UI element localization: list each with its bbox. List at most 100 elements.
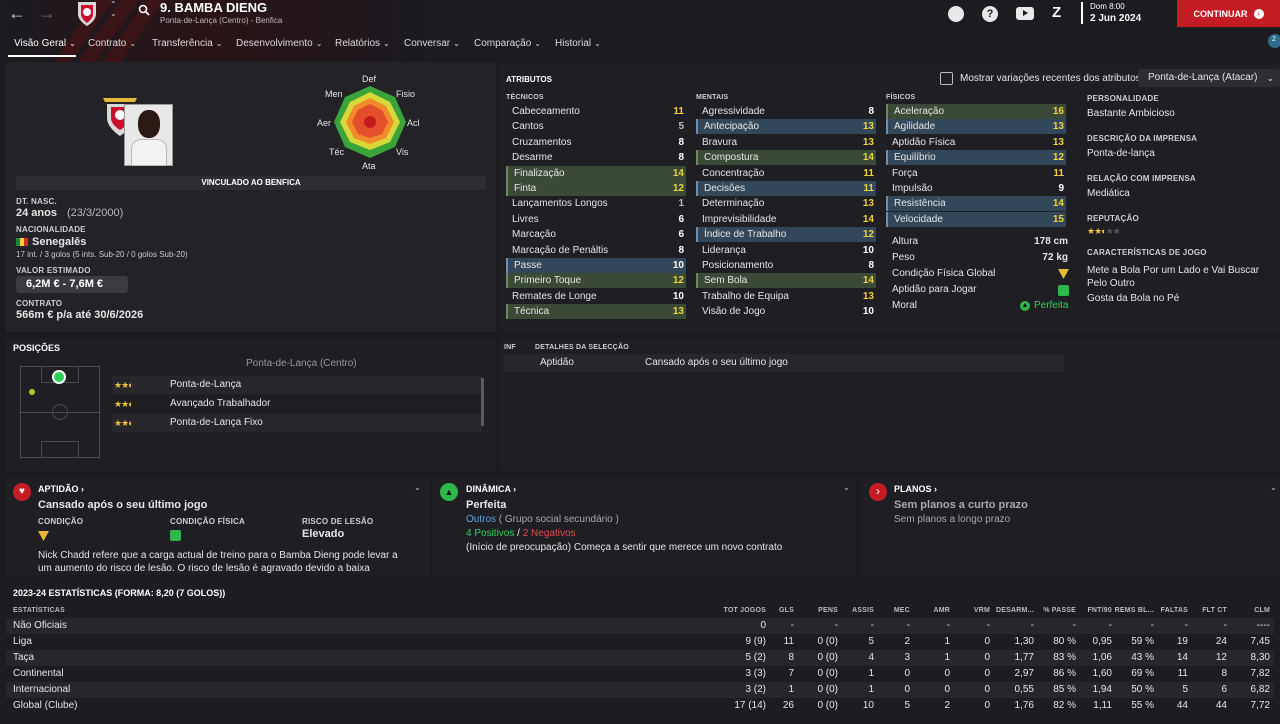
stats-column-header[interactable]: MEC: [893, 607, 910, 614]
technical-attribute-row[interactable]: Desarme 8: [506, 150, 686, 165]
technical-attribute-row[interactable]: Lançamentos Longos 1: [506, 196, 686, 211]
chevron-down-icon[interactable]: ⌄: [1270, 483, 1277, 492]
physical-attribute-row[interactable]: Agilidade 13: [886, 119, 1066, 135]
role-select[interactable]: Ponta-de-Lança (Atacar) ⌄: [1138, 69, 1280, 87]
stats-row[interactable]: Taça 5 (2) 8 0 (0) 4 3 1 0 1,77 83 % 1,06 43 % 14 12 8…: [6, 650, 1274, 666]
role-row[interactable]: ★★◐ Avançado Trabalhador: [112, 395, 482, 413]
stats-row[interactable]: Global (Clube) 17 (14) 26 0 (0) 10 5 2 0 1,76 82 …: [6, 698, 1274, 714]
mental-attribute-row[interactable]: Bravura 13: [696, 135, 876, 150]
tab-conversar[interactable]: Conversar ⌄: [404, 38, 460, 49]
chevron-down-icon[interactable]: ⌄: [843, 483, 850, 492]
mental-attribute-row[interactable]: Posicionamento 8: [696, 258, 876, 273]
physical-attribute-row[interactable]: Resistência 14: [886, 196, 1066, 212]
stats-column-header[interactable]: ESTATÍSTICAS: [13, 607, 65, 614]
stats-cell: 5: [1182, 684, 1188, 695]
search-icon[interactable]: [138, 4, 150, 16]
tab-historial[interactable]: Historial ⌄: [555, 38, 601, 49]
stats-cell: 1,30: [1014, 636, 1034, 647]
tab-label: Conversar: [404, 38, 451, 49]
technical-attribute-row[interactable]: Marcação 6: [506, 227, 686, 242]
role-row[interactable]: ★★◐ Ponta-de-Lança: [112, 376, 482, 394]
mental-attribute-row[interactable]: Determinação 13: [696, 196, 876, 211]
technical-attribute-row[interactable]: Cantos 5: [506, 119, 686, 134]
crest-switch-icon[interactable]: ⌃ ⌄: [110, 0, 117, 18]
dynamics-title[interactable]: DINÂMICA ›: [466, 484, 517, 494]
mental-attribute-row[interactable]: Concentração 11: [696, 166, 876, 181]
stats-column-header[interactable]: FALTAS: [1160, 607, 1188, 614]
role-row[interactable]: ★★◐ Ponta-de-Lança Fixo: [112, 414, 482, 432]
stats-cell: 1,11: [1093, 700, 1112, 711]
physical-attribute-row[interactable]: Força 11: [886, 166, 1066, 181]
technical-attribute-row[interactable]: Marcação de Penáltis 8: [506, 243, 686, 258]
chevron-down-icon: ⌄: [534, 39, 541, 48]
stats-column-header[interactable]: % PASSE: [1043, 607, 1076, 614]
technical-attribute-row[interactable]: Cabeceamento 11: [506, 104, 686, 119]
scrollbar[interactable]: [481, 378, 484, 426]
z-logo-icon[interactable]: Z: [1052, 4, 1062, 21]
back-arrow-icon[interactable]: ←: [8, 3, 26, 23]
mental-attribute-row[interactable]: Decisões 11: [696, 181, 876, 196]
notification-badge[interactable]: 2: [1268, 34, 1280, 48]
tab-desenvolvimento[interactable]: Desenvolvimento ⌄: [236, 38, 322, 49]
youtube-icon[interactable]: [1016, 7, 1034, 20]
continue-button[interactable]: CONTINUAR ›: [1177, 0, 1280, 27]
social-group-link[interactable]: Outros: [466, 514, 497, 525]
tab-transferencia[interactable]: Transferência ⌄: [152, 38, 222, 49]
attribute-name: Marcação de Penáltis: [512, 244, 609, 256]
forward-arrow-icon[interactable]: →: [38, 3, 56, 23]
technical-attribute-row[interactable]: Cruzamentos 8: [506, 135, 686, 150]
tab-comparacao[interactable]: Comparação ⌄: [474, 38, 541, 49]
physical-attribute-row[interactable]: Equilíbrio 12: [886, 150, 1066, 166]
chevron-down-icon[interactable]: ⌄: [414, 483, 421, 492]
technical-attribute-row[interactable]: Passe 10: [506, 258, 686, 273]
value-pill[interactable]: 6,2M € - 7,6M €: [16, 276, 128, 293]
tab-relatorios[interactable]: Relatórios ⌄: [335, 38, 390, 49]
stats-column-header[interactable]: TOT JOGOS: [723, 607, 766, 614]
stats-row[interactable]: Internacional 3 (2) 1 0 (0) 1 0 0 0 0,55 85 % 1,94…: [6, 682, 1274, 698]
tab-visao-geral[interactable]: Visão Geral ⌄: [14, 38, 76, 49]
stats-row[interactable]: Liga 9 (9) 11 0 (0) 5 2 1 0 1,30 80 % 0,95 59 % 19 24…: [6, 634, 1274, 650]
mental-attribute-row[interactable]: Agressividade 8: [696, 104, 876, 119]
technical-attribute-row[interactable]: Primeiro Toque 12: [506, 273, 686, 289]
stats-column-header[interactable]: DESARM...: [996, 607, 1034, 614]
stats-column-header[interactable]: AMR: [933, 607, 950, 614]
mental-attribute-row[interactable]: Sem Bola 14: [696, 273, 876, 289]
physical-attribute-row[interactable]: Aceleração 16: [886, 104, 1066, 119]
stats-column-header[interactable]: CLM: [1254, 607, 1270, 614]
mental-attribute-row[interactable]: Imprevisibilidade 14: [696, 212, 876, 227]
attribute-name: Primeiro Toque: [514, 275, 582, 287]
tab-contrato[interactable]: Contrato ⌄: [88, 38, 136, 49]
plans-title[interactable]: PLANOS ›: [894, 484, 938, 494]
stats-row[interactable]: Continental 3 (3) 7 0 (0) 1 0 0 0 2,97 86 % 1,60 69…: [6, 666, 1274, 682]
help-icon[interactable]: ?: [982, 6, 998, 22]
variations-checkbox[interactable]: [940, 72, 953, 85]
physical-attribute-row[interactable]: Velocidade 15: [886, 211, 1066, 227]
stats-column-header[interactable]: ASSIS: [851, 607, 874, 614]
stats-column-header[interactable]: REMS BL...: [1114, 607, 1154, 614]
physical-attribute-row[interactable]: Aptidão Física 13: [886, 135, 1066, 150]
technical-attribute-row[interactable]: Remates de Longe 10: [506, 289, 686, 304]
mental-attribute-row[interactable]: Liderança 10: [696, 243, 876, 258]
physical-attribute-row[interactable]: Impulsão 9: [886, 181, 1066, 196]
mental-attribute-row[interactable]: Compostura 14: [696, 150, 876, 166]
stats-row[interactable]: Não Oficiais 0- - - - - - - - - - - - ----: [6, 618, 1274, 634]
technical-attribute-row[interactable]: Livres 6: [506, 212, 686, 227]
stats-column-header[interactable]: GLS: [779, 607, 794, 614]
stats-column-header[interactable]: VRM: [973, 607, 990, 614]
fitness-title[interactable]: APTIDÃO ›: [38, 484, 84, 494]
chevron-down-icon: ⌄: [453, 39, 460, 48]
ball-icon[interactable]: [948, 6, 964, 22]
stats-cell: 0 (0): [817, 684, 838, 695]
technical-attribute-row[interactable]: Finta 12: [506, 181, 686, 196]
mental-attribute-row[interactable]: Antecipação 13: [696, 119, 876, 135]
condition-label: CONDIÇÃO: [38, 517, 84, 526]
technical-attribute-row[interactable]: Técnica 13: [506, 304, 686, 320]
mental-attribute-row[interactable]: Visão de Jogo 10: [696, 304, 876, 319]
technical-attribute-row[interactable]: Finalização 14: [506, 165, 686, 181]
stats-column-header[interactable]: PENS: [818, 607, 838, 614]
attribute-value: 12: [672, 275, 684, 287]
stats-column-header[interactable]: FNT/90: [1087, 607, 1112, 614]
mental-attribute-row[interactable]: Índice de Trabalho 12: [696, 227, 876, 243]
stats-column-header[interactable]: FLT CT: [1202, 607, 1227, 614]
mental-attribute-row[interactable]: Trabalho de Equipa 13: [696, 289, 876, 304]
